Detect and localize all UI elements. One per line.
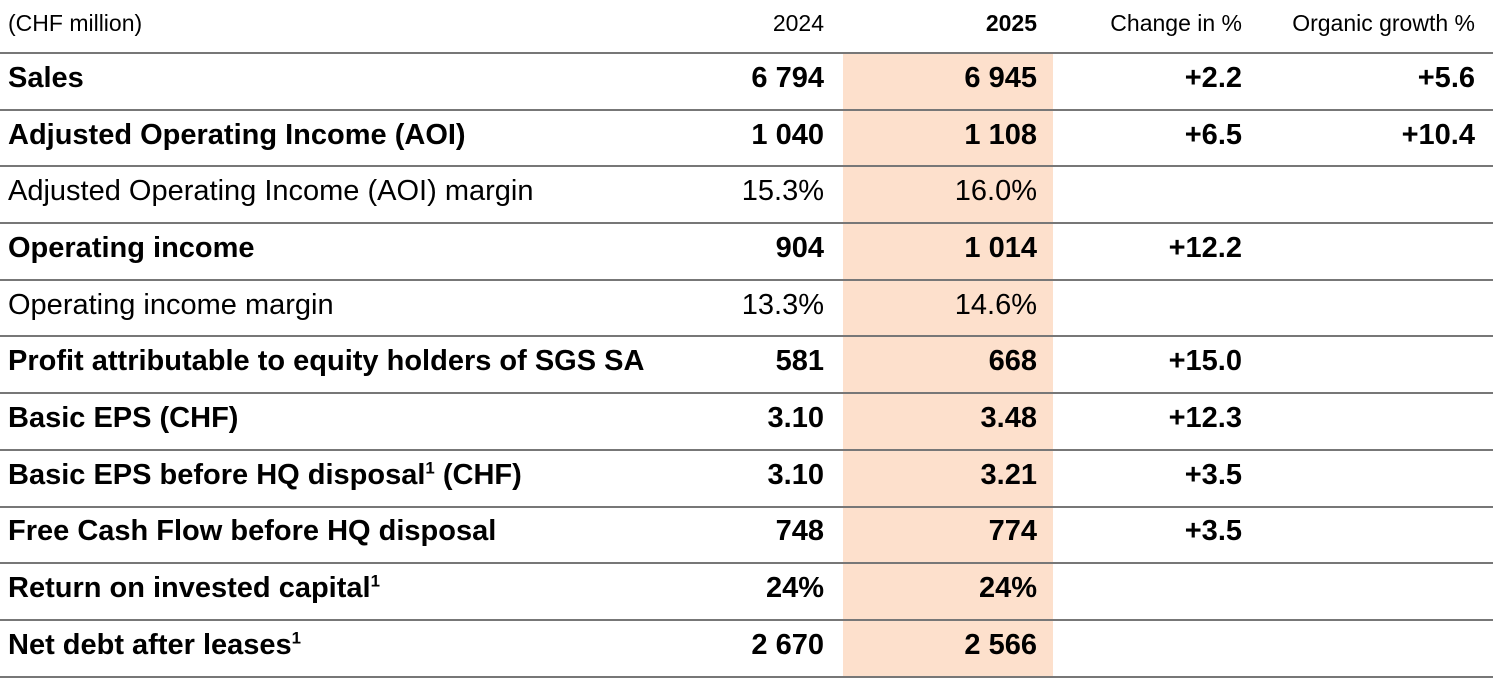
footnote-marker: 1 [291, 628, 302, 648]
table-row: Basic EPS (CHF) 3.10 3.48 +12.3 [0, 394, 1493, 451]
value-2025: 1 108 [843, 110, 1053, 166]
value-change: +12.3 [1168, 401, 1242, 434]
value-organic: +10.4 [1401, 118, 1475, 151]
table-row: Basic EPS before HQ disposal1 (CHF) 3.10… [0, 450, 1493, 508]
value-2024: 13.3% [741, 288, 824, 321]
row-label: Adjusted Operating Income (AOI) [0, 111, 694, 166]
row-label-text: Adjusted Operating Income (AOI) margin [8, 175, 534, 208]
value-change: +2.2 [1184, 61, 1242, 94]
value-2025: 3.48 [843, 394, 1053, 449]
value-2025: 1 014 [843, 224, 1053, 279]
column-header-2025: 2025 [985, 9, 1037, 36]
value-organic [1253, 337, 1493, 392]
row-label: Return on invested capital1 [0, 564, 694, 619]
value-2024: 3.10 [767, 401, 824, 434]
column-header-organic: Organic growth % [1292, 9, 1475, 36]
footnote-marker: 1 [425, 458, 435, 477]
value-change [1053, 281, 1253, 336]
value-2024: 6 794 [751, 61, 824, 94]
row-label: Net debt after leases1 [0, 621, 694, 676]
value-change: +3.5 [1184, 515, 1242, 548]
value-change: +12.2 [1168, 231, 1242, 264]
table-row: Profit attributable to equity holders of… [0, 337, 1493, 395]
value-2025: 774 [843, 507, 1053, 563]
value-2024: 1 040 [751, 118, 824, 151]
column-header-2024: 2024 [772, 9, 824, 36]
table-row: Operating income margin 13.3% 14.6% [0, 280, 1493, 338]
row-label-text: Sales [8, 61, 84, 94]
value-organic [1253, 451, 1493, 506]
row-label-text: Operating income [8, 231, 255, 264]
value-organic [1253, 394, 1493, 449]
row-label-text: Free Cash Flow before HQ disposal [8, 515, 497, 548]
value-organic: +5.6 [1417, 61, 1475, 94]
row-label: Basic EPS (CHF) [0, 394, 694, 449]
row-label: Profit attributable to equity holders of… [0, 337, 694, 392]
value-2025: 2 566 [843, 620, 1053, 676]
value-change [1053, 564, 1253, 619]
table-body: Sales 6 794 6 945 +2.2 +5.6 Adjusted Ope… [0, 54, 1493, 678]
value-2024: 15.3% [741, 175, 824, 208]
value-change: +6.5 [1184, 118, 1242, 151]
value-organic [1253, 167, 1493, 222]
value-2024: 748 [775, 515, 824, 548]
table-header-row: (CHF million) 2024 2025 Change in % Orga… [0, 0, 1493, 54]
table-row: Adjusted Operating Income (AOI) 1 040 1 … [0, 110, 1493, 168]
value-organic [1253, 508, 1493, 563]
unit-label: (CHF million) [8, 9, 143, 36]
value-2025: 24% [843, 564, 1053, 619]
value-organic [1253, 621, 1493, 676]
value-2024: 581 [775, 345, 824, 378]
row-label-text: Basic EPS (CHF) [8, 401, 239, 434]
row-label: Adjusted Operating Income (AOI) margin [0, 167, 694, 222]
value-change [1053, 167, 1253, 222]
value-change [1053, 621, 1253, 676]
financial-results-table: (CHF million) 2024 2025 Change in % Orga… [0, 0, 1493, 678]
value-change: +3.5 [1184, 458, 1242, 491]
row-label: Free Cash Flow before HQ disposal [0, 508, 694, 563]
row-label-text: Adjusted Operating Income (AOI) [8, 118, 466, 151]
value-change: +15.0 [1168, 345, 1242, 378]
row-label-text: Return on invested capital1 [8, 571, 380, 605]
row-label: Operating income [0, 224, 694, 279]
value-2025: 16.0% [843, 167, 1053, 223]
value-2025: 3.21 [843, 450, 1053, 506]
value-organic [1253, 281, 1493, 336]
row-label: Sales [0, 54, 694, 109]
row-label: Basic EPS before HQ disposal1 (CHF) [0, 451, 694, 506]
table-row: Net debt after leases1 2 670 2 566 [0, 620, 1493, 678]
value-2024: 24% [765, 572, 824, 605]
row-label: Operating income margin [0, 281, 694, 336]
value-organic [1253, 564, 1493, 619]
table-row: Operating income 904 1 014 +12.2 [0, 224, 1493, 281]
value-2024: 3.10 [767, 458, 824, 491]
value-2025: 6 945 [843, 54, 1053, 109]
row-label-text: Profit attributable to equity holders of… [8, 345, 645, 378]
value-2024: 2 670 [751, 628, 824, 661]
table-row: Adjusted Operating Income (AOI) margin 1… [0, 167, 1493, 225]
table-row: Free Cash Flow before HQ disposal 748 77… [0, 507, 1493, 565]
column-header-change: Change in % [1110, 9, 1242, 36]
value-2025: 668 [843, 337, 1053, 393]
row-label-text: Basic EPS before HQ disposal1 (CHF) [8, 458, 522, 491]
value-organic [1253, 224, 1493, 279]
table-row: Return on invested capital1 24% 24% [0, 564, 1493, 621]
value-2024: 904 [775, 231, 824, 264]
table-row: Sales 6 794 6 945 +2.2 +5.6 [0, 54, 1493, 111]
row-label-text: Operating income margin [8, 288, 334, 321]
footnote-marker: 1 [370, 571, 380, 591]
row-label-text: Net debt after leases1 [8, 628, 302, 661]
value-2025: 14.6% [843, 280, 1053, 336]
